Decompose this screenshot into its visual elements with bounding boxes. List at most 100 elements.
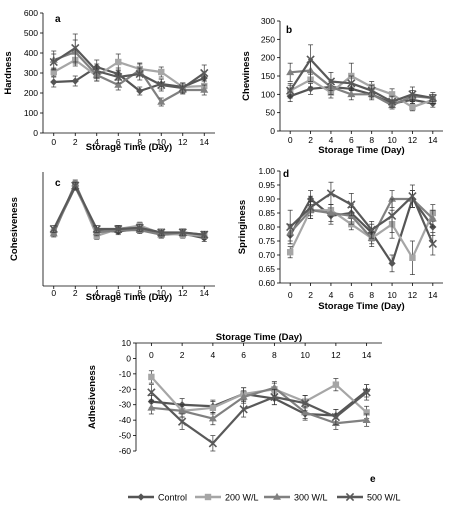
y-tick-label: 0.95 xyxy=(258,180,275,190)
y-tick-label: 0 xyxy=(270,126,275,136)
series-500-w-l xyxy=(286,44,437,108)
y-tick-label: -20 xyxy=(119,384,132,394)
x-tick-label: 6 xyxy=(116,137,121,147)
data-point xyxy=(409,254,416,261)
y-axis-title: Chewiness xyxy=(241,51,252,101)
series-500-w-l xyxy=(147,384,371,452)
data-point xyxy=(49,224,58,234)
y-tick-label: 600 xyxy=(24,8,38,18)
data-point xyxy=(157,97,166,105)
x-tick-label: 14 xyxy=(200,288,210,298)
legend-marker xyxy=(273,492,281,500)
x-tick-label: 2 xyxy=(73,137,78,147)
legend: Control 200 W/L 300 W/L 500 W/L xyxy=(128,493,401,503)
data-point xyxy=(388,91,396,98)
x-tick-label: 14 xyxy=(428,135,438,145)
x-tick-label: 6 xyxy=(241,350,246,360)
x-tick-label: 12 xyxy=(331,350,341,360)
data-point xyxy=(50,78,58,86)
data-point xyxy=(71,43,80,53)
data-point xyxy=(200,230,209,239)
data-point xyxy=(347,79,356,88)
data-point xyxy=(92,66,101,76)
data-point xyxy=(387,97,397,106)
data-point xyxy=(200,85,209,93)
x-tick-label: 4 xyxy=(329,290,334,300)
data-point xyxy=(347,200,356,209)
panel-label: b xyxy=(286,25,292,36)
y-tick-label: 0.70 xyxy=(258,250,275,260)
x-tick-label: 0 xyxy=(288,290,293,300)
series-line xyxy=(289,197,434,265)
data-point xyxy=(71,77,79,85)
x-tick-label: 4 xyxy=(211,350,216,360)
y-tick-label: 50 xyxy=(266,108,276,118)
data-point xyxy=(408,192,417,201)
x-tick-label: 8 xyxy=(137,137,142,147)
x-axis-title: Storage Time (Day) xyxy=(86,292,172,303)
x-tick-label: 6 xyxy=(349,135,354,145)
y-tick-label: -60 xyxy=(119,446,132,456)
x-tick-label: 12 xyxy=(408,135,418,145)
data-point xyxy=(326,189,336,198)
y-axis-title: Cohesiveness xyxy=(9,197,20,261)
panel-label: d xyxy=(283,169,289,180)
y-tick-label: 0 xyxy=(33,128,38,138)
data-point xyxy=(114,80,123,88)
x-tick-label: 10 xyxy=(300,350,310,360)
y-axis-title: Springiness xyxy=(237,200,248,254)
data-point xyxy=(388,259,396,267)
data-point xyxy=(286,86,295,95)
legend-item: 500 W/L xyxy=(337,493,401,503)
x-tick-label: 4 xyxy=(94,137,99,147)
series-line xyxy=(53,50,205,104)
x-tick-label: 12 xyxy=(408,290,418,300)
chart-panel-c: 0 2 4 6 8 10 12 14 Storage Time (Day) Cohesivenes… xyxy=(9,172,215,303)
x-tick-label: 2 xyxy=(308,290,313,300)
data-point xyxy=(332,381,340,388)
y-tick-label: 10 xyxy=(122,338,132,348)
series-200-w-l xyxy=(50,53,208,92)
data-point xyxy=(136,87,144,95)
data-point xyxy=(306,203,315,212)
data-point xyxy=(71,181,80,190)
data-point xyxy=(178,406,187,414)
x-tick-label: 14 xyxy=(428,290,438,300)
y-tick-label: -30 xyxy=(119,400,132,410)
data-point xyxy=(239,392,248,400)
series-500-w-l xyxy=(286,181,437,256)
x-axis-title: Storage Time (Day) xyxy=(318,301,404,312)
data-point xyxy=(300,399,310,408)
x-tick-label: 12 xyxy=(178,288,188,298)
panel-label: a xyxy=(55,14,61,25)
data-point xyxy=(286,222,295,232)
data-point xyxy=(177,417,187,426)
series-line xyxy=(289,74,434,109)
x-tick-label: 4 xyxy=(329,135,334,145)
y-tick-label: -10 xyxy=(119,369,132,379)
data-point xyxy=(286,249,294,256)
x-tick-label: 4 xyxy=(94,288,99,298)
x-tick-label: 8 xyxy=(369,135,374,145)
data-point xyxy=(428,93,437,103)
y-tick-label: 0.80 xyxy=(258,222,275,232)
y-tick-label: 0.75 xyxy=(258,236,275,246)
y-tick-label: 100 xyxy=(24,108,38,118)
legend-label: 300 W/L xyxy=(294,493,328,503)
y-tick-label: 100 xyxy=(261,89,275,99)
y-tick-label: 0.60 xyxy=(258,278,275,288)
x-tick-label: 6 xyxy=(349,290,354,300)
data-point xyxy=(135,223,144,233)
data-point xyxy=(148,373,155,381)
data-point xyxy=(135,69,144,79)
data-point xyxy=(208,414,217,422)
data-point xyxy=(326,77,336,86)
x-axis-title: Storage Time (Day) xyxy=(318,145,404,156)
x-tick-label: 0 xyxy=(149,350,154,360)
x-tick-label: 12 xyxy=(178,137,188,147)
x-axis-title: Storage Time (Day) xyxy=(86,142,172,153)
data-point xyxy=(49,229,58,237)
data-point xyxy=(200,68,209,78)
data-point xyxy=(49,57,58,67)
